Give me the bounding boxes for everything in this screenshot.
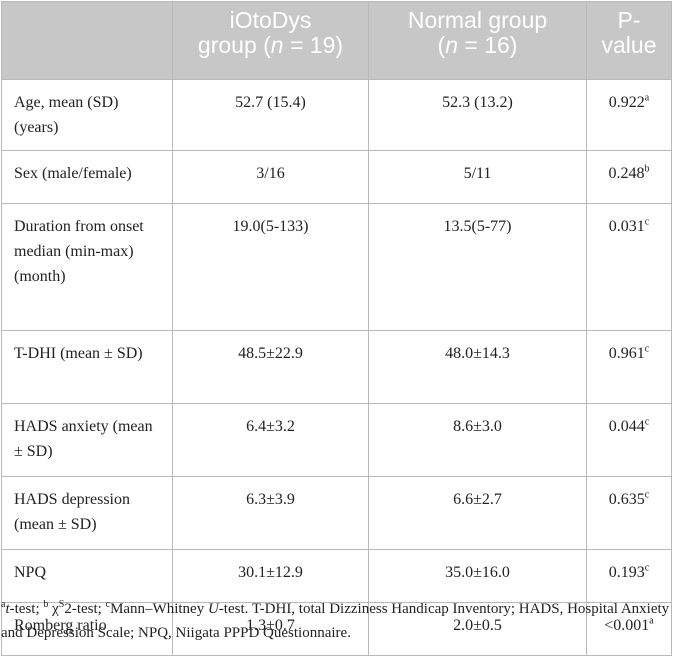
p-value: 0.635c — [586, 476, 672, 550]
normal-value: 8.6±3.0 — [368, 403, 587, 477]
row-label: NPQ — [1, 549, 173, 603]
table-header-row: iOtoDys group (n = 19) Normal group (n =… — [1, 1, 672, 80]
table-row: Sex (male/female) 3/16 5/11 0.248b — [1, 150, 672, 204]
table-row: T-DHI (mean ± SD) 48.5±22.9 48.0±14.3 0.… — [1, 330, 672, 404]
iotodys-value: 48.5±22.9 — [172, 330, 369, 404]
normal-value: 48.0±14.3 — [368, 330, 587, 404]
p-value: 0.193c — [586, 549, 672, 603]
row-label: HADS anxiety (mean ± SD) — [1, 403, 173, 477]
table-row: HADS anxiety (mean ± SD) 6.4±3.2 8.6±3.0… — [1, 403, 672, 477]
table-footnote: at-test; b χS2-test; cMann–Whitney U-tes… — [1, 599, 670, 642]
p-value: 0.031c — [586, 203, 672, 331]
header-p-value: P- value — [586, 1, 672, 80]
p-value: <0.001a — [586, 602, 672, 656]
p-value: 0.922a — [586, 79, 672, 151]
row-label: Sex (male/female) — [1, 150, 173, 204]
table-row: Duration from onset median (min-max) (mo… — [1, 203, 672, 331]
row-label: HADS depression (mean ± SD) — [1, 476, 173, 550]
p-value: 0.248b — [586, 150, 672, 204]
header-empty-cell — [1, 1, 173, 80]
table-row: HADS depression (mean ± SD) 6.3±3.9 6.6±… — [1, 476, 672, 550]
row-label: Romberg ratio — [1, 602, 173, 656]
normal-value: 52.3 (13.2) — [368, 79, 587, 151]
header-normal-group: Normal group (n = 16) — [368, 1, 587, 80]
normal-value: 6.6±2.7 — [368, 476, 587, 550]
iotodys-value: 1.3±0.7 — [172, 602, 369, 656]
iotodys-value: 19.0(5-133) — [172, 203, 369, 331]
header-iotodys-group: iOtoDys group (n = 19) — [172, 1, 369, 80]
row-label: Age, mean (SD) (years) — [1, 79, 173, 151]
iotodys-value: 3/16 — [172, 150, 369, 204]
p-value: 0.044c — [586, 403, 672, 477]
normal-value: 35.0±16.0 — [368, 549, 587, 603]
row-label: Duration from onset median (min-max) (mo… — [1, 203, 173, 331]
iotodys-value: 30.1±12.9 — [172, 549, 369, 603]
table-row: Romberg ratio 1.3±0.7 2.0±0.5 <0.001a — [1, 602, 672, 656]
table-row: NPQ 30.1±12.9 35.0±16.0 0.193c — [1, 549, 672, 603]
iotodys-value: 6.4±3.2 — [172, 403, 369, 477]
p-value: 0.961c — [586, 330, 672, 404]
row-label: T-DHI (mean ± SD) — [1, 330, 173, 404]
iotodys-value: 52.7 (15.4) — [172, 79, 369, 151]
normal-value: 5/11 — [368, 150, 587, 204]
iotodys-value: 6.3±3.9 — [172, 476, 369, 550]
table-row: Age, mean (SD) (years) 52.7 (15.4) 52.3 … — [1, 79, 672, 151]
normal-value: 13.5(5-77) — [368, 203, 587, 331]
